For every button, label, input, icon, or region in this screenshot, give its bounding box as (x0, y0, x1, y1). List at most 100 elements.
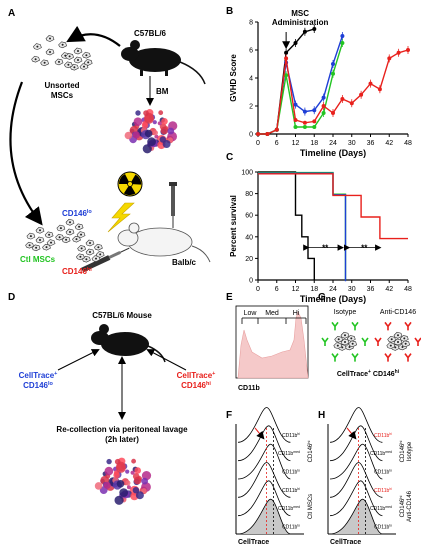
panel-f-histograms: CD11bhi CD11bmed CD11blo CD11bhi CD11bmed CD1… (235, 407, 314, 546)
group-label: Isotype (407, 441, 413, 461)
data-point (359, 92, 364, 97)
x-tick-label: 0 (256, 286, 260, 293)
cell-nucleus-icon (43, 61, 46, 64)
x-tick-label: 30 (348, 286, 356, 293)
x-tick-label: 18 (310, 286, 318, 293)
panel-letter-f: F (226, 410, 232, 421)
bone-marrow-cell-icon (141, 122, 149, 129)
bone-marrow-cell-icon (158, 110, 164, 116)
cell-nucleus-icon (404, 342, 407, 345)
antibody-icon (351, 353, 359, 362)
panel-g-bottom-label: CellTrace+ CD146hi (337, 369, 400, 378)
bone-marrow-cell-icon (106, 458, 112, 465)
ctl-msc-label: Ctl MSCs (20, 255, 56, 264)
cell-nucleus-icon (49, 51, 51, 53)
data-point (387, 56, 392, 61)
y-tick-label: 60 (245, 213, 253, 220)
panel-e-xlabel: CD11b (238, 385, 260, 392)
antibody-icon (384, 353, 392, 362)
cell-nucleus-icon (337, 338, 340, 341)
data-point (265, 132, 270, 136)
cell-nucleus-icon (350, 337, 353, 340)
cell-nucleus-icon (77, 50, 79, 52)
antibody-icon (361, 337, 369, 346)
bone-marrow-cell-icon (126, 485, 131, 490)
cell-nucleus-icon (28, 244, 31, 247)
data-point (321, 104, 326, 108)
x-tick-label: 6 (275, 140, 279, 147)
histogram-trace (329, 462, 383, 498)
bone-marrow-cell-icon (104, 466, 114, 476)
radiation-icon (117, 171, 143, 197)
bone-marrow-cell-icon (130, 470, 135, 475)
bone-marrow-cell-icon (152, 120, 157, 125)
data-point (377, 87, 382, 92)
mouse-icon (91, 324, 166, 363)
isotype-label: Isotype (334, 309, 357, 316)
recipient-mouse-icon (117, 222, 211, 263)
data-point (331, 71, 335, 76)
cell-nucleus-icon (78, 225, 81, 228)
cell-nucleus-icon (89, 242, 91, 244)
panel-letter-b: B (226, 6, 233, 17)
cell-nucleus-icon (83, 65, 85, 68)
x-tick-label: 48 (404, 140, 412, 147)
cell-nucleus-icon (49, 37, 51, 40)
cell-nucleus-icon (65, 238, 68, 241)
panel-a: C57BL/6 Unsorted MSCs BM (9, 25, 211, 276)
bone-marrow-cell-icon (154, 134, 159, 139)
y-tick-label: 40 (245, 234, 253, 241)
recollect-label-1: Re-collection via peritoneal lavage (56, 425, 188, 434)
data-point (312, 119, 317, 124)
panel-letter-a: A (8, 8, 15, 19)
panel-d-mouse-label: C57BL/6 Mouse (92, 311, 152, 320)
histogram-trace (329, 407, 383, 443)
data-point (302, 125, 307, 129)
antibody-icon (404, 321, 412, 331)
unsorted-label-1: Unsorted (44, 81, 79, 90)
x-axis-label: CellTrace (238, 539, 269, 546)
bone-marrow-cell-icon (133, 117, 143, 126)
cell-nucleus-icon (85, 258, 88, 261)
cd146hi-msc-cluster-icon (76, 239, 105, 263)
cell-nucleus-icon (69, 221, 71, 224)
unsorted-msc-cluster-icon (31, 35, 93, 71)
data-point (340, 97, 345, 101)
cell-nucleus-icon (344, 341, 346, 343)
row-label: CD11bmed (278, 505, 300, 512)
cd11b-histogram (237, 311, 309, 379)
row-label: CD11bhi (374, 487, 392, 494)
cell-nucleus-icon (67, 63, 70, 66)
antibody-icon (321, 337, 329, 346)
data-point (340, 34, 345, 38)
cell-nucleus-icon (69, 231, 71, 233)
cell-nucleus-icon (85, 54, 88, 57)
cell-nucleus-icon (348, 345, 351, 348)
x-tick-label: 36 (367, 140, 375, 147)
y-tick-label: 0 (249, 132, 253, 139)
cell-nucleus-icon (68, 55, 71, 58)
cell-nucleus-icon (389, 344, 392, 347)
cell-nucleus-icon (344, 334, 346, 337)
histogram-trace (329, 498, 383, 535)
histogram-trace (329, 443, 383, 480)
data-point (293, 125, 298, 129)
data-point (312, 125, 317, 129)
bone-marrow-cell-icon (94, 482, 103, 490)
group-label: CD146hi (398, 495, 406, 517)
bone-marrow-cell-icon (134, 467, 141, 474)
x-tick-label: 6 (275, 286, 279, 293)
x-tick-label: 12 (292, 286, 300, 293)
bone-marrow-cell-icon (160, 126, 169, 135)
histogram-trace (237, 443, 291, 480)
bone-marrow-cell-icon (135, 491, 144, 500)
bone-marrow-cell-icon (114, 495, 124, 505)
recipient-label: Balb/c (172, 258, 197, 267)
cell-nucleus-icon (45, 246, 48, 249)
x-tick-label: 42 (385, 140, 393, 147)
cell-nucleus-icon (73, 66, 76, 69)
row-label: CD11bmed (370, 505, 392, 512)
arrow-icon (9, 81, 43, 226)
y-tick-label: 8 (249, 20, 253, 27)
